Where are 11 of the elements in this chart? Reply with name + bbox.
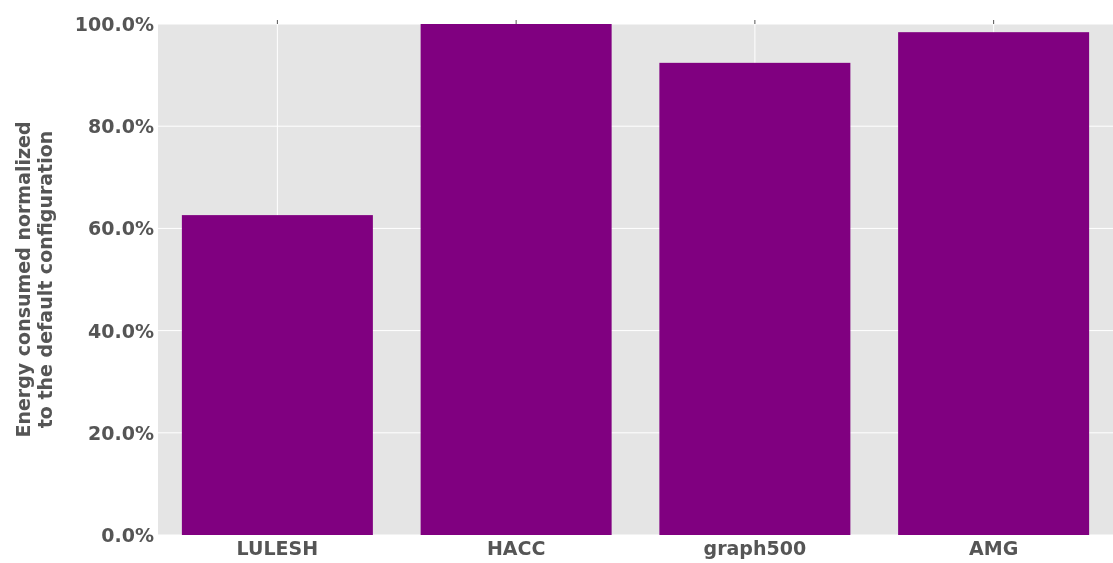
x-tick-label: graph500 [703,537,807,559]
y-tick-label: 0.0% [101,524,154,546]
y-tick-label: 40.0% [88,319,154,342]
y-tick-label: 80.0% [88,115,154,138]
x-tick-label: AMG [969,537,1019,559]
y-tick-label: 60.0% [88,217,154,240]
y-tick-label: 20.0% [88,421,154,444]
y-axis-title: Energy consumed normalized to the default configuration [12,121,56,438]
x-tick-label: LULESH [236,537,319,559]
y-tick-label: 100.0% [74,13,154,35]
x-tick-label: HACC [486,537,546,559]
